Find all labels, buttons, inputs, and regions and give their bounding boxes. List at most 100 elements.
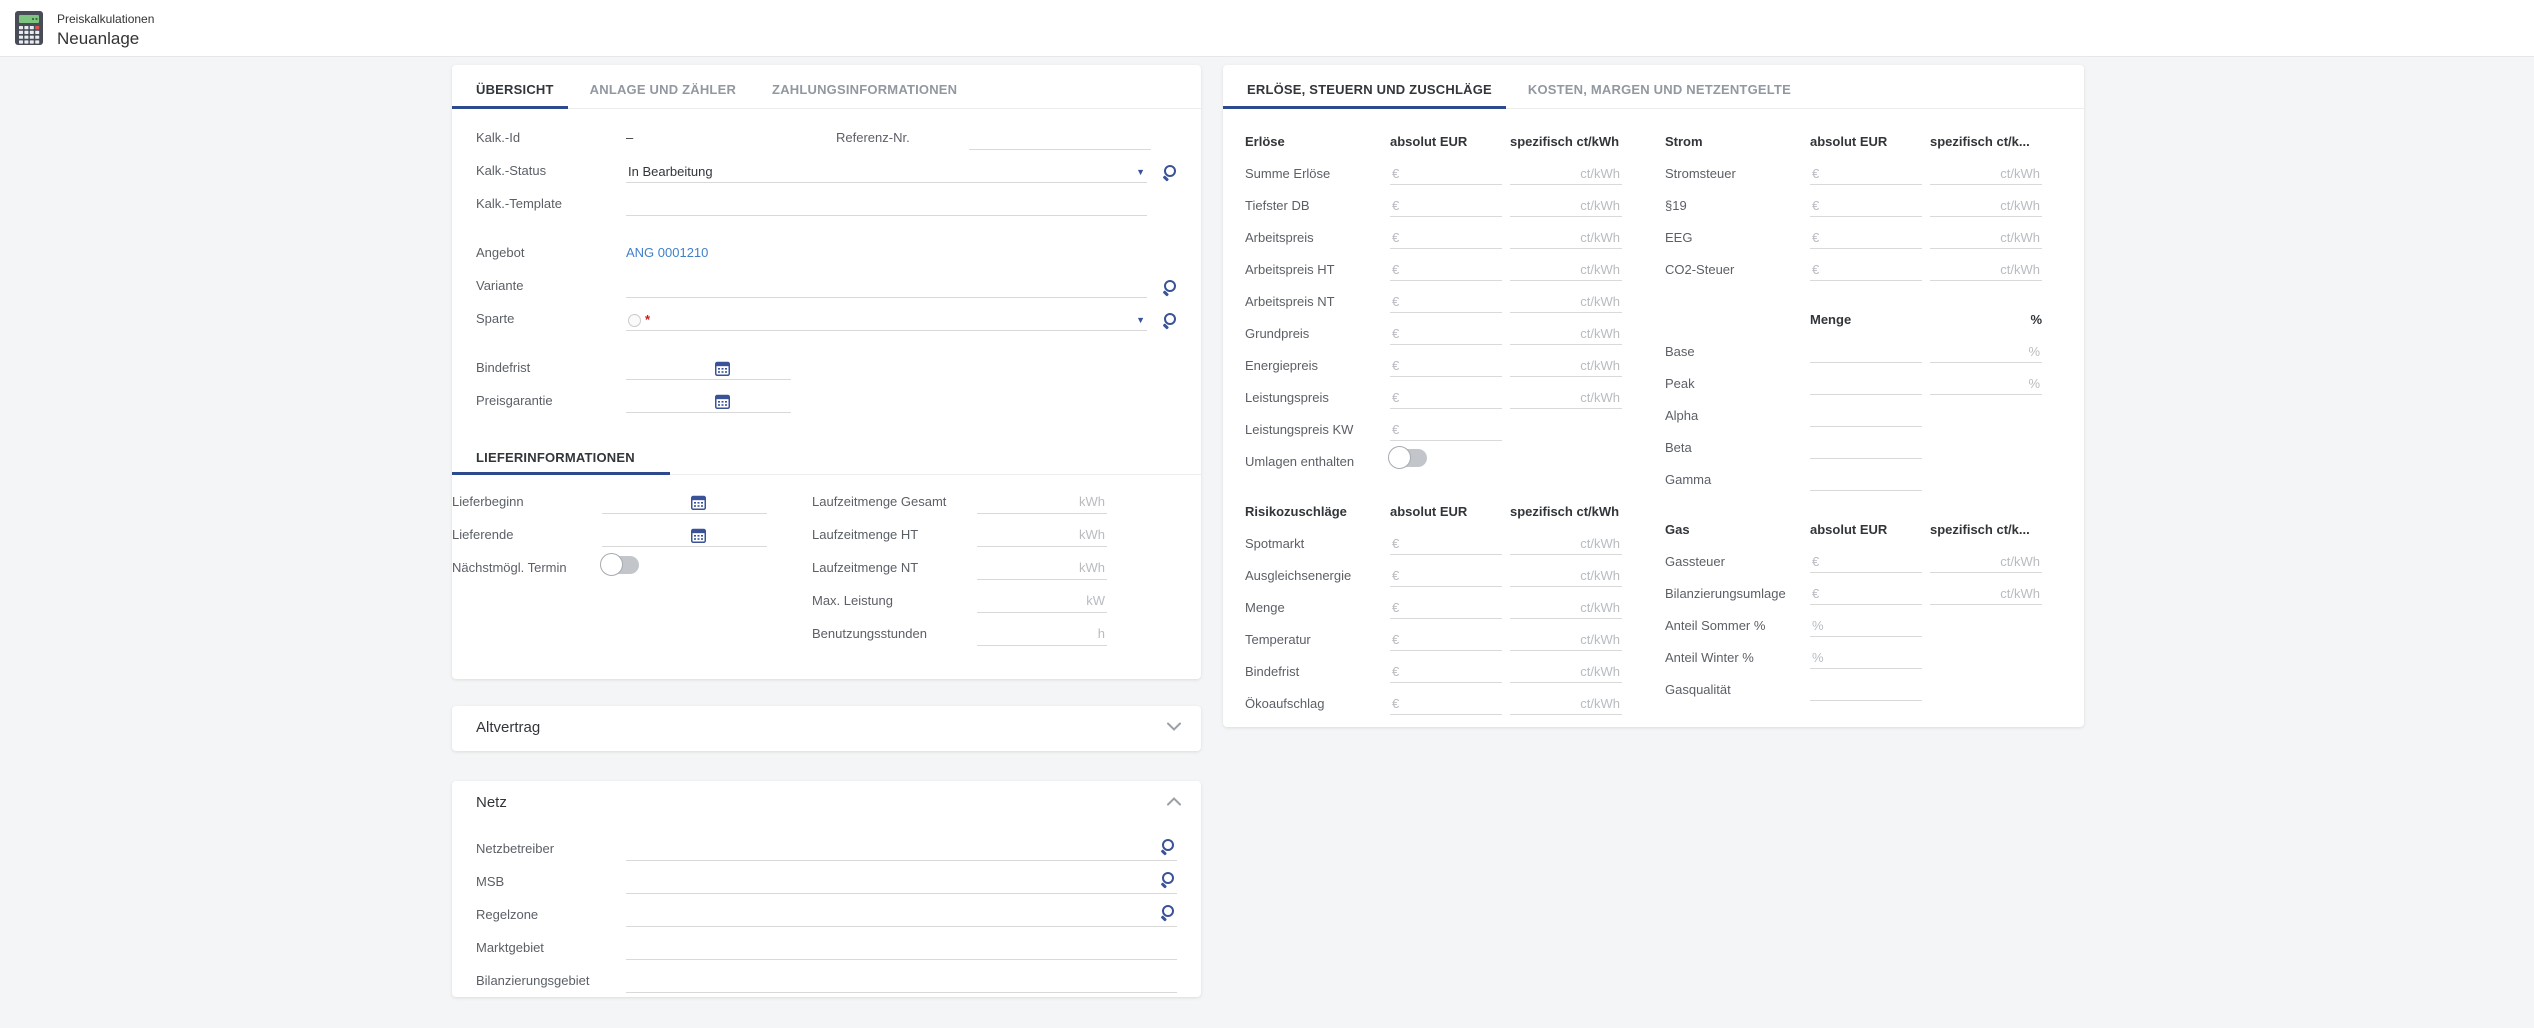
spezifisch-input[interactable] [1510,693,1622,715]
kalk-status-select[interactable]: In Bearbeitung ▼ [626,159,1147,183]
spezifisch-input[interactable] [1510,661,1622,683]
menge-input[interactable] [1810,405,1922,427]
lieferende-date-input[interactable] [602,523,767,547]
search-icon[interactable] [1162,164,1177,179]
absolut-eur-input[interactable] [1810,551,1922,573]
spezifisch-input[interactable] [1510,533,1622,555]
absolut-eur-input[interactable] [1390,163,1502,185]
absolut-eur-input[interactable] [1810,679,1922,701]
absolut-eur-input[interactable] [1390,387,1502,409]
absolut-eur-input[interactable] [1810,227,1922,249]
spezifisch-input[interactable] [1930,583,2042,605]
referenz-nr-label: Referenz-Nr. [836,130,910,145]
text-input[interactable] [626,870,1177,894]
absolut-eur-input[interactable] [1810,163,1922,185]
spezifisch-input[interactable] [1510,629,1622,651]
lieferbeginn-date-input[interactable] [602,490,767,514]
tab-kosten-margen-netzentgelte[interactable]: KOSTEN, MARGEN UND NETZENTGELTE [1527,82,1791,97]
absolut-eur-input[interactable] [1390,227,1502,249]
spezifisch-input[interactable] [1510,227,1622,249]
menge-input[interactable] [1810,341,1922,363]
preisgarantie-date-input[interactable] [626,389,791,413]
umlagen-enthalten-toggle[interactable] [1388,446,1427,469]
tab-erloese-steuern-zuschlaege[interactable]: ERLÖSE, STEUERN UND ZUSCHLÄGE [1223,82,1506,109]
absolut-eur-input[interactable] [1810,647,1922,669]
laufzeitmenge-gesamt-input[interactable] [977,490,1107,514]
calendar-icon[interactable] [691,528,707,543]
search-icon[interactable] [1162,279,1177,294]
text-input[interactable] [626,837,1177,861]
spezifisch-input[interactable] [1510,163,1622,185]
row-label: Spotmarkt [1245,536,1305,551]
spezifisch-input[interactable] [1930,163,2042,185]
chevron-down-icon[interactable] [1167,722,1181,731]
absolut-eur-input[interactable] [1390,419,1502,441]
search-icon[interactable] [1160,871,1175,889]
laufzeitmenge-ht-input[interactable] [977,523,1107,547]
kalk-template-label: Kalk.-Template [476,196,562,211]
absolut-eur-input[interactable] [1390,597,1502,619]
altvertrag-panel[interactable]: Altvertrag [452,706,1201,751]
absolut-eur-input[interactable] [1390,661,1502,683]
calendar-icon[interactable] [715,394,731,409]
text-input[interactable] [626,903,1177,927]
absolut-eur-input[interactable] [1390,565,1502,587]
dropdown-arrow-icon[interactable]: ▼ [1136,167,1145,177]
spezifisch-input[interactable] [1930,195,2042,217]
absolut-eur-input[interactable] [1390,259,1502,281]
calendar-icon[interactable] [691,495,707,510]
sparte-select[interactable]: * ▼ [626,307,1147,331]
tab-lieferinformationen[interactable]: LIEFERINFORMATIONEN [452,450,670,475]
tab-uebersicht[interactable]: ÜBERSICHT [452,82,568,109]
variante-input[interactable] [626,274,1147,298]
absolut-eur-input[interactable] [1810,615,1922,637]
percent-input[interactable] [1930,373,2042,395]
max-leistung-input[interactable] [977,589,1107,613]
bindefrist-date-input[interactable] [626,356,791,380]
search-icon[interactable] [1160,904,1175,922]
menge-input[interactable] [1810,373,1922,395]
spezifisch-input[interactable] [1510,195,1622,217]
calendar-icon[interactable] [715,361,731,376]
search-icon[interactable] [1160,838,1175,856]
menge-input[interactable] [1810,469,1922,491]
spezifisch-input[interactable] [1510,565,1622,587]
absolut-eur-input[interactable] [1390,629,1502,651]
absolut-eur-input[interactable] [1390,533,1502,555]
dropdown-arrow-icon[interactable]: ▼ [1136,315,1145,325]
spezifisch-input[interactable] [1510,323,1622,345]
spezifisch-input[interactable] [1930,259,2042,281]
spezifisch-input[interactable] [1510,259,1622,281]
panel-header[interactable]: Netz [452,781,1201,826]
text-input[interactable] [626,969,1177,993]
spezifisch-input[interactable] [1930,551,2042,573]
absolut-eur-input[interactable] [1390,323,1502,345]
absolut-eur-input[interactable] [1390,355,1502,377]
tab-zahlungsinformationen[interactable]: ZAHLUNGSINFORMATIONEN [772,82,958,97]
absolut-eur-input[interactable] [1390,291,1502,313]
spezifisch-input[interactable] [1510,291,1622,313]
benutzungsstunden-input[interactable] [977,622,1107,646]
spezifisch-input[interactable] [1510,597,1622,619]
spezifisch-input[interactable] [1930,227,2042,249]
kalk-template-input[interactable] [626,192,1147,216]
absolut-eur-input[interactable] [1810,583,1922,605]
chevron-up-icon[interactable] [1167,797,1181,806]
spezifisch-input[interactable] [1510,387,1622,409]
laufzeitmenge-nt-input[interactable] [977,556,1107,580]
absolut-eur-input[interactable] [1390,195,1502,217]
referenz-nr-input[interactable] [969,126,1151,150]
absolut-eur-input[interactable] [1390,693,1502,715]
text-input[interactable] [626,936,1177,960]
tab-anlage-und-zaehler[interactable]: ANLAGE UND ZÄHLER [589,82,737,97]
lieferbeginn-label: Lieferbeginn [452,494,524,509]
spezifisch-input[interactable] [1510,355,1622,377]
angebot-link[interactable]: ANG 0001210 [626,245,709,260]
absolut-eur-input[interactable] [1810,195,1922,217]
absolut-eur-input[interactable] [1810,259,1922,281]
search-icon[interactable] [1162,312,1177,327]
percent-input[interactable] [1930,341,2042,363]
panel-header[interactable]: Altvertrag [452,706,1201,751]
menge-input[interactable] [1810,437,1922,459]
naechstmoegl-termin-toggle[interactable] [600,553,639,576]
